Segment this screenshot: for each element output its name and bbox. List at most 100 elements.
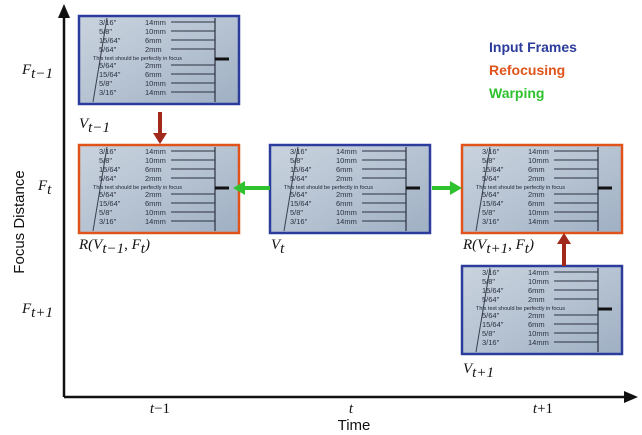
frame-fraction-label: 5/8" [482, 156, 495, 165]
frame-fraction-label: 3/16" [290, 217, 308, 226]
frame-mm-label: 6mm [145, 165, 162, 174]
y-axis-arrowhead [58, 4, 70, 18]
frame-mm-label: 2mm [145, 190, 162, 199]
x-axis-arrowhead [624, 391, 638, 403]
ruler-edge [92, 146, 108, 232]
legend-input-frames: Input Frames [489, 39, 577, 55]
frame-fraction-label: 3/16" [99, 217, 117, 226]
frame-fraction-label: 15/64" [482, 165, 504, 174]
frame-fraction-label: 3/16" [99, 18, 117, 27]
frame-mm-label: 2mm [145, 61, 162, 70]
frame-mm-label: 6mm [336, 199, 353, 208]
frame-mm-label: 6mm [528, 199, 545, 208]
ruler-edge [475, 146, 491, 232]
frame-note-text: This text should be perfectly in focus [93, 56, 182, 62]
frame-mm-label: 2mm [336, 190, 353, 199]
frame-fraction-label: 3/16" [99, 147, 117, 156]
frame-fraction-label: 5/64" [482, 295, 500, 304]
frame-mm-label: 10mm [145, 208, 166, 217]
frame-mm-label: 14mm [528, 268, 549, 277]
frame-mm-label: 14mm [336, 147, 357, 156]
frame-mm-label: 6mm [145, 199, 162, 208]
frame-fraction-label: 5/64" [99, 174, 117, 183]
frame-fraction-label: 15/64" [99, 70, 121, 79]
frame-mm-label: 14mm [145, 147, 166, 156]
frame-fraction-label: 5/8" [482, 277, 495, 286]
frame-fraction-label: 3/16" [482, 338, 500, 347]
frame-fraction-label: 5/8" [482, 208, 495, 217]
frame-fraction-label: 5/64" [482, 311, 500, 320]
frame-mm-label: 6mm [336, 165, 353, 174]
y-tick-labels: Ft−1 Ft Ft+1 [21, 62, 53, 321]
label-V-t-plus-1: Vt+1 [463, 361, 494, 381]
frame-fraction-label: 5/8" [290, 156, 303, 165]
frame-mm-label: 10mm [528, 156, 549, 165]
frame-note-text: This text should be perfectly in focus [476, 306, 565, 312]
frame-mm-label: 2mm [528, 311, 545, 320]
y-tick-F-t-plus-1: Ft+1 [21, 301, 53, 321]
frame-fraction-label: 3/16" [290, 147, 308, 156]
frame-fraction-label: 5/8" [290, 208, 303, 217]
frame-mm-label: 10mm [145, 79, 166, 88]
frame-mm-label: 14mm [145, 217, 166, 226]
frame-mm-label: 2mm [528, 295, 545, 304]
frame-fraction-label: 3/16" [482, 268, 500, 277]
frame-mm-label: 14mm [145, 18, 166, 27]
frame-mm-label: 6mm [145, 36, 162, 45]
frame-mm-label: 2mm [145, 45, 162, 54]
frame-mm-label: 10mm [336, 208, 357, 217]
legend: Input Frames Refocusing Warping [489, 39, 577, 101]
frame-mm-label: 10mm [528, 208, 549, 217]
frame-mm-label: 10mm [145, 156, 166, 165]
frame-fraction-label: 5/64" [99, 45, 117, 54]
warp-arrowhead-right [450, 181, 462, 195]
frame-mm-label: 14mm [145, 88, 166, 97]
y-tick-F-t: Ft [37, 178, 52, 198]
x-tick-t: t [349, 401, 354, 417]
legend-warping: Warping [489, 85, 544, 101]
frame-mm-label: 6mm [528, 165, 545, 174]
frame-mm-label: 2mm [528, 174, 545, 183]
frame-fraction-label: 15/64" [290, 199, 312, 208]
y-tick-F-t-minus-1: Ft−1 [21, 62, 53, 82]
frame-fraction-label: 15/64" [99, 36, 121, 45]
refocus-frame-border [460, 143, 624, 235]
frame-mm-label: 10mm [528, 277, 549, 286]
frame-fraction-label: 5/8" [99, 208, 112, 217]
frame-fraction-label: 5/8" [482, 329, 495, 338]
frame-mm-label: 14mm [336, 217, 357, 226]
frame-fraction-label: 5/8" [99, 79, 112, 88]
frame-mm-label: 6mm [528, 320, 545, 329]
frame-fraction-label: 3/16" [482, 147, 500, 156]
frame-fraction-label: 5/64" [290, 174, 308, 183]
frame-mm-label: 10mm [336, 156, 357, 165]
x-tick-labels: t−1 t t+1 [150, 401, 553, 417]
label-R-t-plus-1: R(Vt+1, Ft) [462, 237, 534, 257]
frame-mm-label: 6mm [145, 70, 162, 79]
frame-fraction-label: 5/8" [99, 156, 112, 165]
x-tick-t-minus-1: t−1 [150, 401, 170, 417]
frame-fraction-label: 15/64" [482, 286, 504, 295]
label-V-t-minus-1: Vt−1 [79, 116, 110, 136]
frame-note-text: This text should be perfectly in focus [93, 185, 182, 191]
frame-mm-label: 10mm [145, 27, 166, 36]
frame-mm-label: 6mm [528, 286, 545, 295]
refocus-arrowhead-left [153, 133, 167, 144]
legend-refocusing: Refocusing [489, 62, 565, 78]
frame-fraction-label: 5/64" [290, 190, 308, 199]
frame-note-text: This text should be perfectly in focus [476, 185, 565, 191]
frame-note-text: This text should be perfectly in focus [284, 185, 373, 191]
frame-fraction-label: 5/64" [482, 190, 500, 199]
frame-fraction-label: 3/16" [482, 217, 500, 226]
frame-mm-label: 2mm [528, 190, 545, 199]
x-tick-t-plus-1: t+1 [533, 401, 553, 417]
frame-fraction-label: 15/64" [482, 199, 504, 208]
frame-mm-label: 14mm [528, 338, 549, 347]
frame-mm-label: 14mm [528, 217, 549, 226]
input-frame-border [77, 14, 241, 106]
